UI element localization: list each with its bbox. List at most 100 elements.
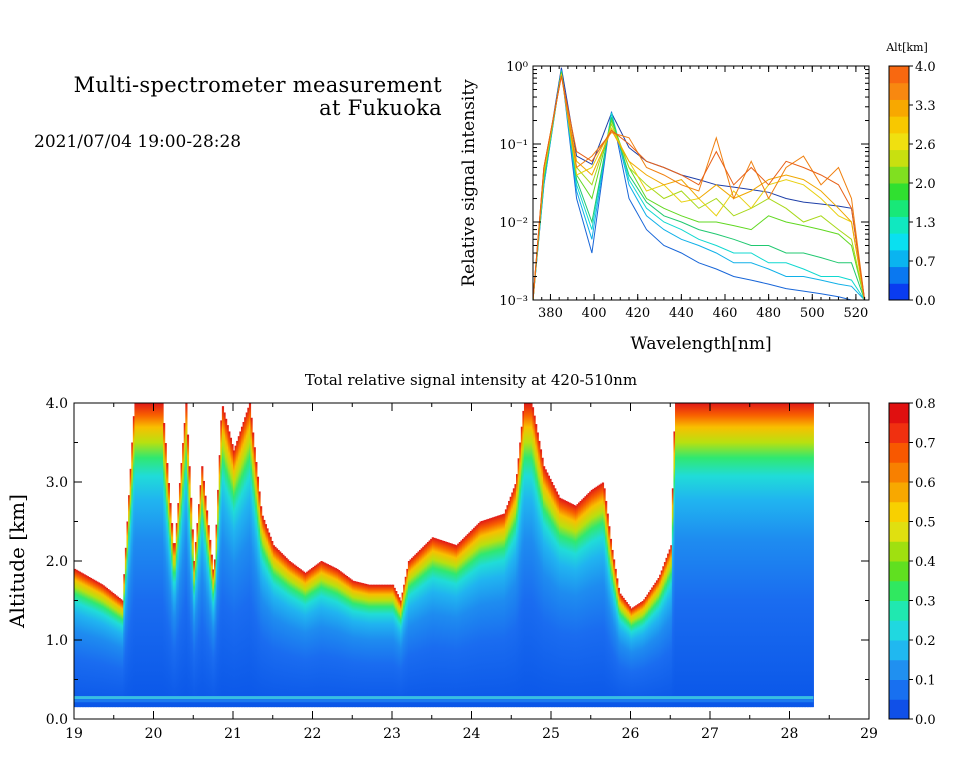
heatmap-ytick-label: 0.0 [46,712,68,728]
spectrum-axes: 380 400 420 440 460 480 500 520 10⁻³ 10⁻² 10⁻¹ 10⁰ [499,60,869,321]
heatmap-column [810,403,813,708]
heatmap-column [516,474,519,708]
intensity-colorbar-swatch [889,442,909,463]
heatmap-column [355,581,358,708]
heatmap-column [482,520,485,708]
heatmap-column [473,527,476,708]
heatmap-column [128,495,131,708]
heatmap-column [741,403,744,708]
intensity-colorbar-swatch [889,600,909,621]
heatmap-column [795,403,799,708]
heatmap-column [768,403,772,708]
heatmap-column [476,524,479,708]
heatmap-column [325,563,328,708]
heatmap-column [147,403,150,708]
heatmap-column [574,505,578,708]
heatmap-body [74,403,814,708]
heatmap-column [322,561,325,708]
heatmap-column [304,572,307,708]
heatmap-column [749,403,752,708]
spectrum-series-line-8 [533,75,866,300]
intensity-colorbar-tick-label: 0.0 [915,713,936,728]
heatmap-column [646,594,649,708]
heatmap-column [384,584,387,708]
heatmap-column [568,502,571,708]
spectrum-ytick-label: 10⁻¹ [499,138,528,153]
heatmap-column [603,488,606,708]
spectrum-xtick-label: 500 [800,306,825,321]
heatmap-column [186,434,190,708]
heatmap-column [477,523,481,708]
heatmap-column [104,586,107,708]
heatmap-column [274,546,277,708]
heatmap-column [170,523,174,708]
heatmap-column [263,519,266,708]
heatmap-column [350,579,353,708]
heatmap-column [558,497,562,708]
heatmap-column [388,584,392,708]
heatmap-column [595,486,598,708]
heatmap-column [120,599,123,708]
heatmap-column [269,536,272,708]
heatmap-column [495,516,498,708]
heatmap-column [226,425,229,708]
heatmap-column [180,463,183,708]
heatmap-column [465,535,468,708]
heatmap-column [530,403,533,708]
heatmap-column [640,602,643,708]
heatmap-column [277,549,280,708]
heatmap-column [697,403,700,708]
heatmap-column [563,500,566,708]
heatmap-column [452,544,455,708]
heatmap-column [597,485,600,708]
heatmap-column [649,589,652,708]
heatmap-column [460,540,463,708]
altitude-colorbar-swatch [889,116,909,134]
heatmap-column [145,403,148,708]
heatmap-column [673,431,676,708]
heatmap-column [713,403,716,708]
heatmap-column [364,583,368,708]
heatmap-ytick-label: 4.0 [46,396,68,412]
heatmap-column [174,543,177,708]
heatmap-column [504,509,508,708]
heatmap-column [169,503,172,708]
heatmap-column [403,584,406,708]
heatmap-column [202,480,205,708]
heatmap-column [665,557,668,708]
heatmap-column [156,403,159,708]
heatmap-column [267,532,271,708]
heatmap-column [392,584,395,708]
heatmap-column [619,593,622,708]
altitude-colorbar-tick-label: 2.6 [915,138,936,153]
heatmap-column [404,576,407,708]
heatmap-column [543,466,546,708]
heatmap-column [379,584,382,708]
heatmap-xtick-label: 21 [224,726,242,742]
heatmap-column [450,543,454,708]
heatmap-column [166,463,169,708]
heatmap-column [199,485,202,708]
heatmap-column [536,432,539,708]
heatmap-column [287,559,290,708]
heatmap-column [636,604,640,708]
intensity-colorbar-swatch [889,699,909,720]
heatmap-column [248,403,252,708]
heatmap-column [271,540,274,708]
heatmap-column [193,561,196,708]
heatmap-column [376,584,379,708]
heatmap-column [479,521,482,708]
heatmap-column [167,483,170,708]
altitude-colorbar-swatch [889,216,909,234]
heatmap-column [212,569,215,708]
heatmap-column [783,403,786,708]
heatmap-column [190,497,193,708]
heatmap-column [333,567,336,708]
heatmap-column [738,403,741,708]
heatmap-xtick-label: 23 [383,726,401,742]
heatmap-column [721,403,724,708]
heatmap-column [97,582,101,708]
heatmap-column [509,496,512,708]
heatmap-column [671,488,675,708]
